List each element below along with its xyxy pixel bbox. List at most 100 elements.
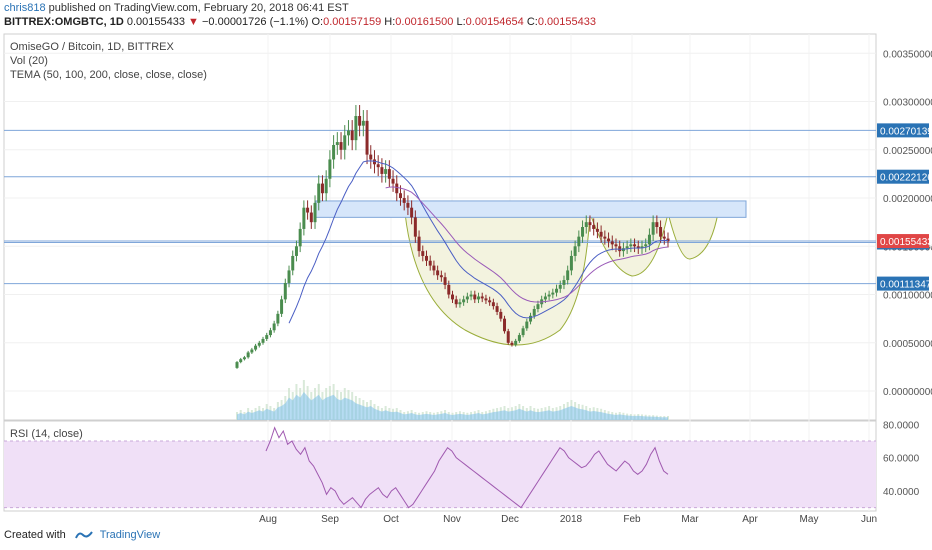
price-change: −0.00001726 (−1.1%) xyxy=(201,16,309,28)
candle-body xyxy=(625,246,629,249)
candle-body xyxy=(562,280,566,285)
candle-body xyxy=(294,246,298,256)
candle-body xyxy=(272,323,276,331)
footer: Created with TradingView xyxy=(4,529,160,541)
candle-body xyxy=(372,159,376,165)
close-value: 0.00155433 xyxy=(537,16,596,28)
candle-body xyxy=(473,294,477,300)
candle-body xyxy=(525,321,529,329)
candle-body xyxy=(376,164,380,168)
candle-body xyxy=(402,198,406,203)
candle-body xyxy=(339,142,343,150)
candle-body xyxy=(458,302,462,305)
candle-body xyxy=(391,178,395,184)
candle-body xyxy=(291,255,295,271)
y-tick-label: 0.00350000 xyxy=(883,49,932,60)
rsi-tick-label: 60.0000 xyxy=(883,454,920,465)
created-with-text: Created with xyxy=(4,529,66,541)
x-tick-label: Sep xyxy=(321,514,339,525)
candle-body xyxy=(510,342,514,345)
candle-body xyxy=(506,331,510,343)
open-label: O: xyxy=(311,16,324,28)
x-tick-label: Apr xyxy=(742,514,758,525)
rsi-tick-label: 80.0000 xyxy=(883,420,920,431)
high-value: 0.00161500 xyxy=(395,16,454,28)
rsi-tick-label: 40.0000 xyxy=(883,487,920,498)
candle-body xyxy=(242,357,246,360)
level-badge xyxy=(877,276,929,291)
candle-body xyxy=(346,130,350,136)
handle-shape-1 xyxy=(589,212,669,277)
candle-body xyxy=(246,352,250,358)
candle-body xyxy=(306,207,310,213)
time-axis[interactable]: Aug Sep Oct Nov Dec 2018 Feb Mar Apr May Jun xyxy=(259,514,877,525)
candle-body xyxy=(592,225,596,229)
candle-body xyxy=(584,222,588,227)
level-badge xyxy=(877,169,929,184)
level-badge-label: 0.00222126 xyxy=(880,173,932,184)
candle-body xyxy=(335,142,339,145)
y-tick-label: 0.00200000 xyxy=(883,194,932,205)
last-price-badge xyxy=(877,234,929,249)
candle-body xyxy=(309,212,313,223)
candle-body xyxy=(662,236,666,239)
candle-body xyxy=(417,236,421,252)
candle-body xyxy=(618,246,622,252)
candle-body xyxy=(495,306,499,312)
level-badge xyxy=(877,123,929,138)
candle-body xyxy=(369,154,373,160)
resistance-zone xyxy=(315,200,747,218)
candle-body xyxy=(451,294,454,300)
candle-body xyxy=(517,335,521,341)
candle-body xyxy=(268,330,272,336)
x-tick-label: Dec xyxy=(501,514,519,525)
gridlines xyxy=(4,34,876,511)
last-price-badge-label: 0.00155433 xyxy=(880,237,932,248)
candle-body xyxy=(547,294,551,297)
x-tick-label: 2018 xyxy=(560,514,583,525)
resistance-zone-rect xyxy=(315,200,747,218)
candle-body xyxy=(235,362,239,368)
candle-body xyxy=(543,296,547,300)
price-axis[interactable]: 0.00350000 0.00300000 0.00250000 0.00200000… xyxy=(883,49,932,398)
last-price: 0.00155433 xyxy=(126,16,185,28)
y-tick-label: 0.00050000 xyxy=(883,339,932,350)
rsi-line xyxy=(265,426,669,509)
candle-body xyxy=(421,251,425,256)
candle-body xyxy=(462,299,466,303)
candle-body xyxy=(413,217,417,237)
level-badge-label: 0.00270139 xyxy=(880,126,932,137)
publish-info: chris818 published on TradingView.com, F… xyxy=(4,2,349,14)
y-tick-label: 0.00300000 xyxy=(883,98,932,109)
candle-body xyxy=(250,349,254,353)
candle-body xyxy=(387,169,391,179)
close-label: C: xyxy=(526,16,538,28)
candle-body xyxy=(610,241,614,245)
candle-body xyxy=(603,236,607,239)
candle-body xyxy=(569,255,573,271)
candle-body xyxy=(499,311,503,319)
candle-body xyxy=(536,304,540,310)
volume-ma-area xyxy=(237,392,668,420)
y-tick-label: 0.00100000 xyxy=(883,291,932,302)
candle-body xyxy=(488,300,492,303)
candle-body xyxy=(358,116,362,126)
author-link[interactable]: chris818 xyxy=(4,2,46,14)
candle-body xyxy=(239,359,243,363)
candle-body xyxy=(581,227,585,237)
legend-title: OmiseGO / Bitcoin, 1D, BITTREX xyxy=(10,41,174,53)
candle-body xyxy=(566,270,570,281)
candle-body xyxy=(529,315,533,322)
candle-body xyxy=(398,193,402,199)
candle-body xyxy=(257,342,261,346)
candle-body xyxy=(551,292,555,295)
candle-body xyxy=(265,335,269,339)
candle-body xyxy=(651,222,655,235)
candle-body xyxy=(384,169,388,174)
candle-body xyxy=(647,234,651,245)
tradingview-logo-icon xyxy=(74,531,93,539)
tradingview-link[interactable]: TradingView xyxy=(99,529,161,541)
candle-body xyxy=(480,296,484,299)
candle-body xyxy=(261,338,265,343)
